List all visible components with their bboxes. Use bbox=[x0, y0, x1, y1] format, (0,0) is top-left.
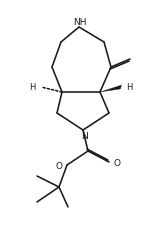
Polygon shape bbox=[100, 86, 121, 93]
Text: H: H bbox=[126, 83, 132, 92]
Text: N: N bbox=[81, 131, 87, 140]
Text: H: H bbox=[30, 83, 36, 92]
Text: O: O bbox=[56, 162, 63, 171]
Text: O: O bbox=[114, 159, 121, 168]
Text: NH: NH bbox=[73, 18, 87, 27]
